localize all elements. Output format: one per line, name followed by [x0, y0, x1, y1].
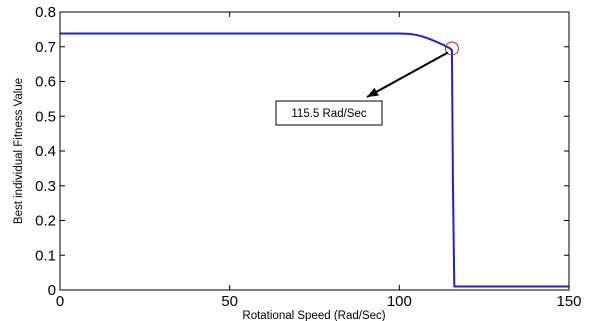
y-tick-label: 0.2 — [35, 213, 56, 230]
annotation-arrow-head — [367, 87, 379, 97]
y-tick-label: 0.5 — [35, 108, 56, 125]
plot-area — [60, 12, 569, 290]
series-line — [60, 32, 569, 288]
y-tick-label: 0.7 — [35, 39, 56, 56]
x-axis-label: Rotational Speed (Rad/Sec) — [242, 310, 385, 321]
y-tick-label: 0.3 — [35, 178, 56, 195]
x-tick-label: 0 — [56, 293, 64, 310]
plot-frame — [59, 11, 570, 291]
annotation-marker — [444, 41, 459, 56]
annotation-arrow-shaft — [366, 51, 449, 98]
series-layer — [60, 32, 569, 288]
annotation-label: 115.5 Rad/Sec — [291, 108, 366, 120]
annotation-box — [275, 100, 383, 126]
y-tick-label: 0.4 — [35, 143, 56, 160]
annotation-layer: 115.5 Rad/Sec — [275, 41, 459, 126]
y-axis-label: Best individual Fitness Value — [13, 78, 25, 224]
x-tick-label: 150 — [556, 293, 581, 310]
y-tick-label: 0.6 — [35, 74, 56, 91]
y-tick-label: 0.1 — [35, 247, 56, 264]
x-tick-label: 100 — [387, 293, 412, 310]
x-tick-label: 50 — [221, 293, 238, 310]
y-tick-label: 0 — [48, 282, 56, 299]
y-tick-label: 0.8 — [35, 4, 56, 21]
tick-layer: 0 50 100 150 0 0.1 0.2 0.3 0.4 0.5 0.6 0.7 0.8 — [35, 4, 581, 310]
